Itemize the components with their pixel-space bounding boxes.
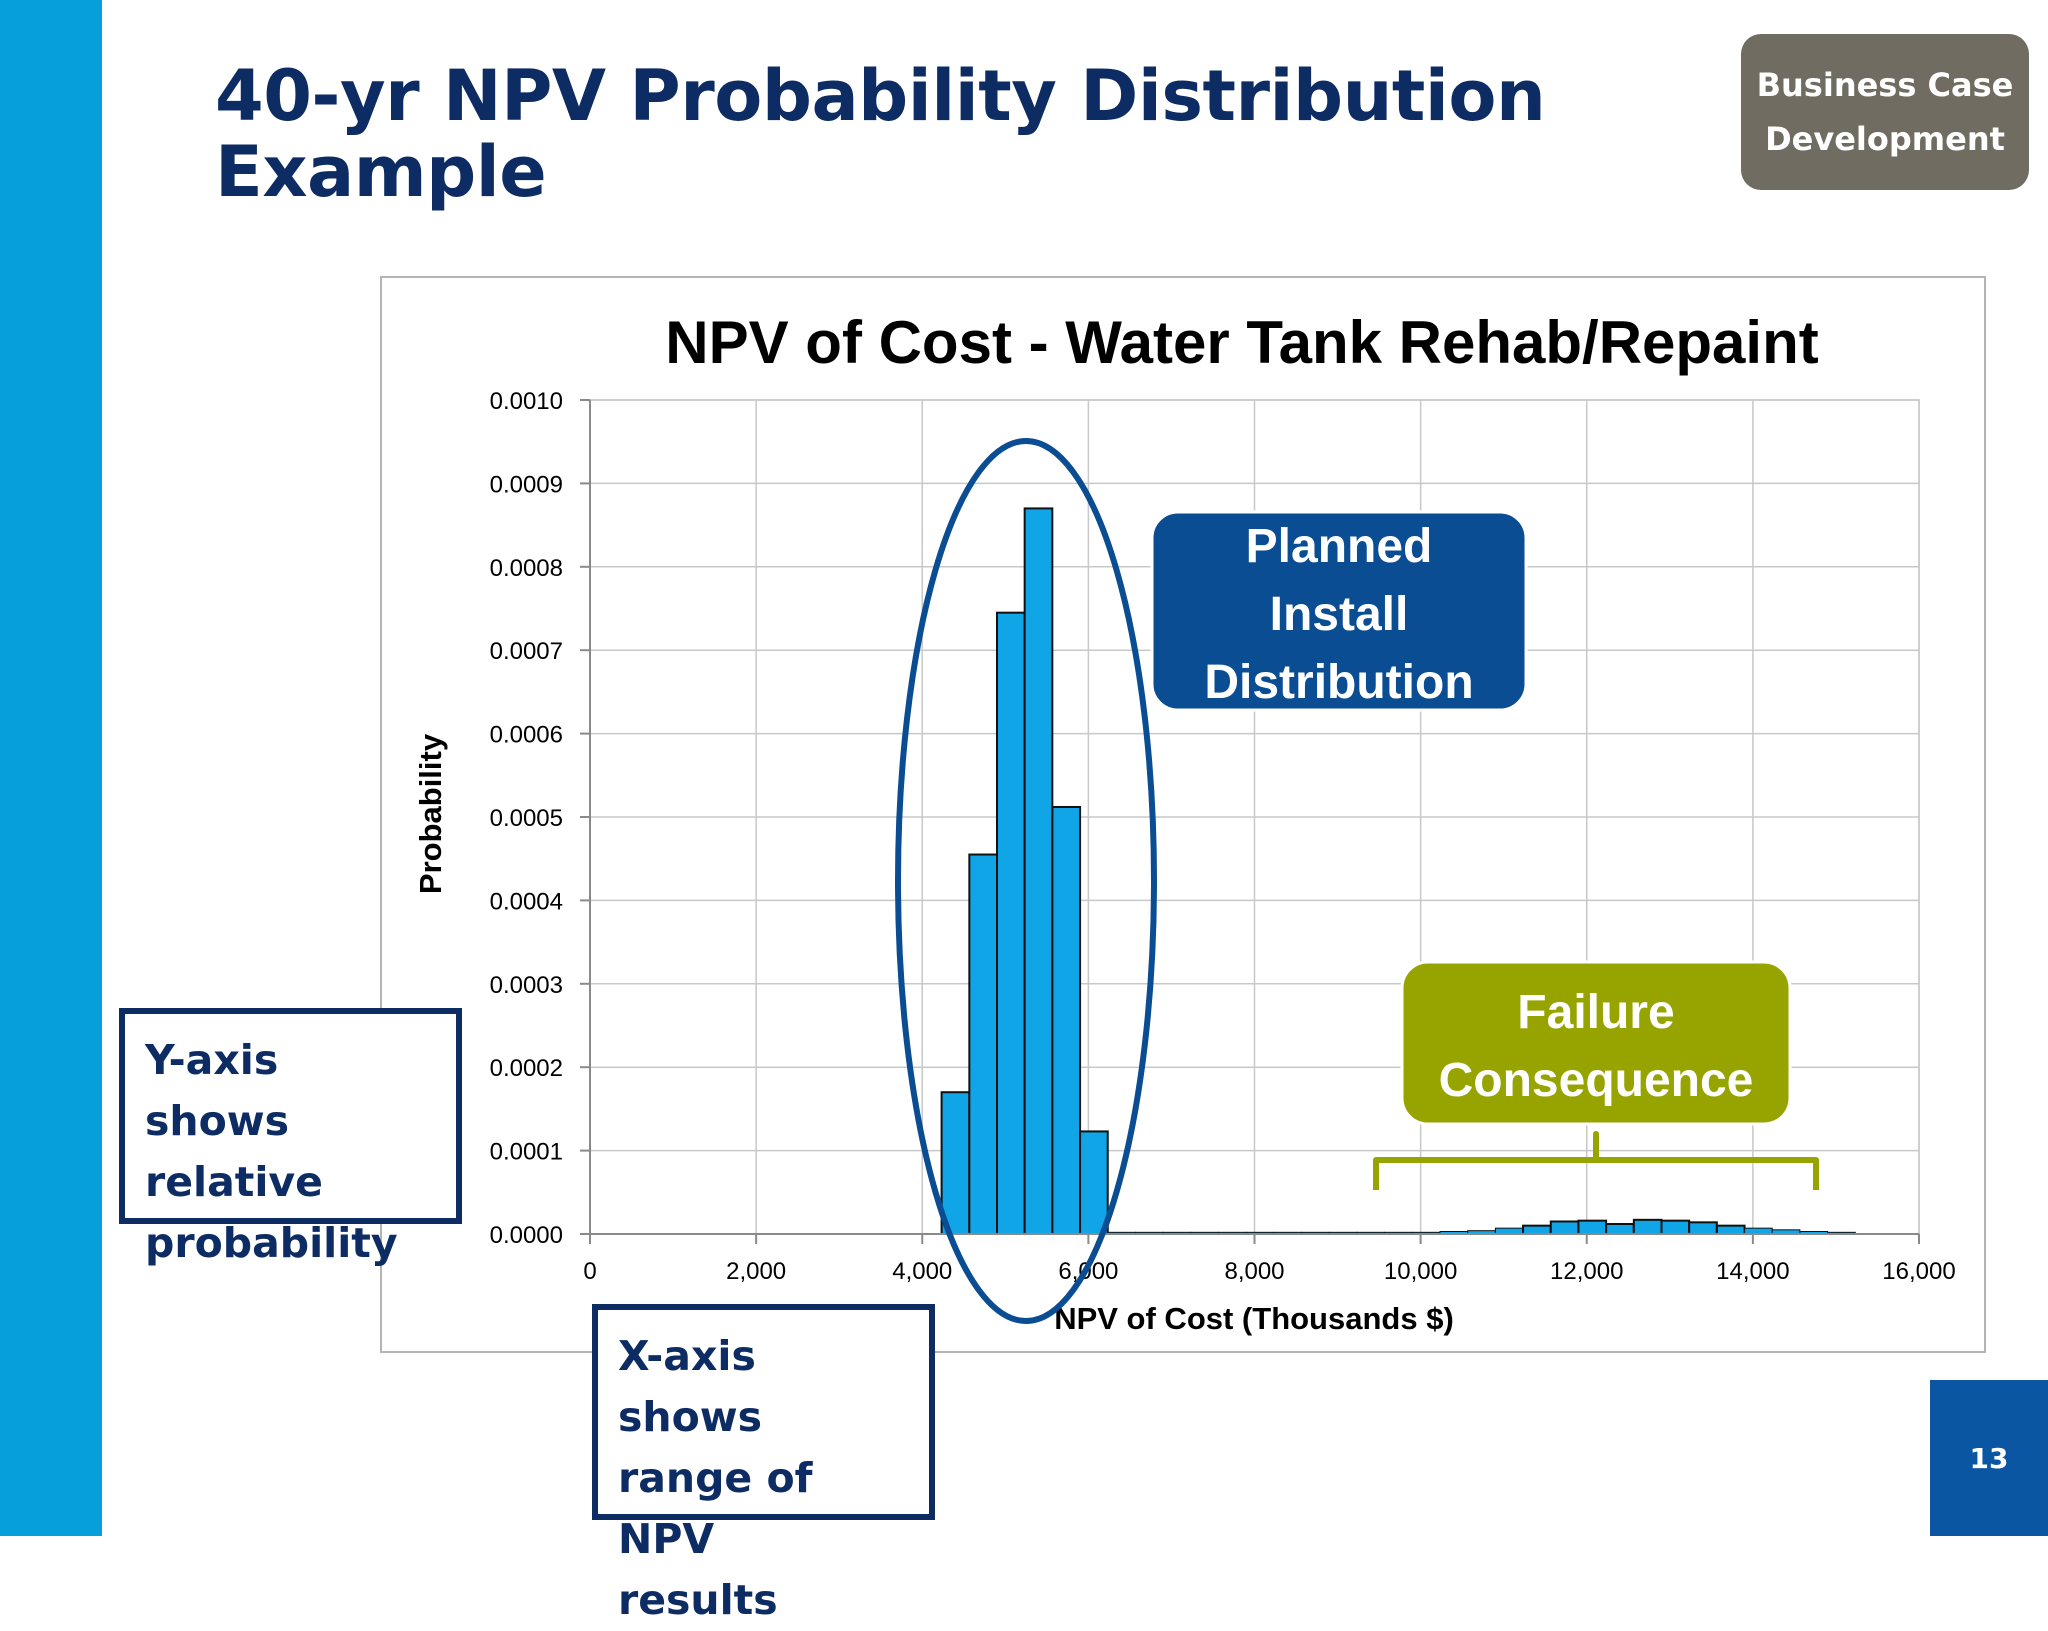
- y-axis-callout: Y-axis shows relative probability: [119, 1008, 462, 1267]
- x-tick-label: 8,000: [1224, 1258, 1284, 1285]
- planned-distribution-ellipse: [895, 438, 1157, 1324]
- y-tick-label: 0.0008: [490, 555, 563, 582]
- y-tick-label: 0.0001: [490, 1139, 563, 1166]
- chart-frame: [380, 276, 1986, 1353]
- x-axis-callout-line-3: results: [618, 1576, 778, 1624]
- left-accent-bar: [0, 0, 102, 1536]
- histogram-bar: [1079, 1130, 1109, 1235]
- failure-consequence-label-1: Failure: [1517, 986, 1674, 1039]
- x-tick-label: 12,000: [1550, 1258, 1623, 1285]
- x-tick-label: 0: [583, 1258, 596, 1285]
- y-tick-label: 0.0007: [490, 638, 563, 665]
- y-axis-label: Probability: [413, 733, 448, 894]
- section-badge-line-1: Business Case: [1756, 66, 2014, 104]
- histogram-bar: [1632, 1218, 1663, 1236]
- y-tick-label: 0.0005: [490, 805, 563, 832]
- title-line-1: 40-yr NPV Probability Distribution: [215, 55, 1546, 137]
- histogram-bar: [940, 1091, 971, 1235]
- planned-install-label-2: Install: [1270, 588, 1409, 641]
- x-tick-label: 16,000: [1882, 1258, 1955, 1285]
- y-tick-label: 0.0004: [490, 888, 563, 915]
- x-axis-callout-line-2: range of NPV: [618, 1454, 813, 1563]
- histogram-bar: [1577, 1219, 1608, 1236]
- y-tick-label: 0.0000: [490, 1222, 563, 1249]
- chart-title: NPV of Cost - Water Tank Rehab/Repaint: [665, 309, 1818, 376]
- histogram-bar: [1522, 1224, 1552, 1236]
- page-number: 13: [1930, 1380, 2048, 1536]
- histogram-bar: [1549, 1220, 1580, 1235]
- histogram-bar: [1051, 805, 1082, 1235]
- section-badge: Business Case Development: [1741, 34, 2029, 190]
- histogram-bar: [1023, 507, 1054, 1236]
- histogram-bar: [1660, 1219, 1691, 1236]
- y-axis-callout-line-3: probability: [145, 1219, 398, 1267]
- histogram-bar: [968, 853, 999, 1236]
- planned-install-label-3: Distribution: [1204, 656, 1473, 709]
- histogram-bar: [1688, 1221, 1718, 1235]
- x-tick-label: 2,000: [726, 1258, 786, 1285]
- histogram-chart: 0.0000 0.0001 0.0002 0.0003 0.0004 0.0005 0.00…: [413, 309, 1956, 1336]
- x-tick-label: 4,000: [892, 1258, 952, 1285]
- y-axis-callout-line-2: relative: [145, 1158, 323, 1206]
- planned-install-box: [1150, 510, 1528, 712]
- slide-title: 40-yr NPV Probability Distribution Exampl…: [215, 58, 1665, 210]
- x-tick-label: 10,000: [1384, 1258, 1457, 1285]
- y-tick-label: 0.0003: [490, 972, 563, 999]
- y-tick-label: 0.0006: [490, 722, 563, 749]
- y-tick-label: 0.0002: [490, 1055, 563, 1082]
- x-tick-label: 14,000: [1716, 1258, 1789, 1285]
- section-badge-line-2: Development: [1765, 120, 2005, 158]
- title-line-2: Example: [215, 131, 547, 213]
- x-axis-callout-line-1: X-axis shows: [618, 1332, 763, 1441]
- histogram-bar: [996, 611, 1026, 1235]
- planned-install-label-1: Planned: [1246, 520, 1433, 573]
- y-tick-label: 0.0009: [490, 471, 563, 498]
- failure-consequence-box: [1400, 960, 1792, 1126]
- x-axis-label: NPV of Cost (Thousands $): [1054, 1301, 1454, 1336]
- histogram-bar: [1715, 1224, 1746, 1236]
- histogram-bar: [1605, 1222, 1635, 1235]
- failure-consequence-label-2: Consequence: [1439, 1054, 1754, 1107]
- y-tick-label: 0.0010: [490, 388, 563, 415]
- x-axis-callout: X-axis shows range of NPV results: [592, 1304, 935, 1624]
- failure-bracket: [1373, 1131, 1819, 1190]
- y-axis-callout-line-1: Y-axis shows: [145, 1036, 290, 1145]
